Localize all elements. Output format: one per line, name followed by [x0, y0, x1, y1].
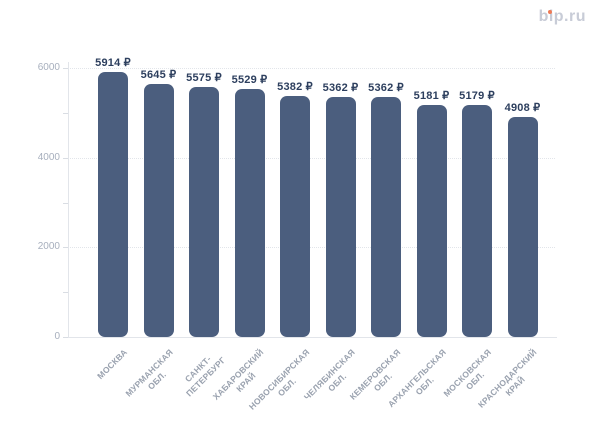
y-axis-tick — [63, 337, 68, 338]
logo-i-dot — [547, 9, 553, 15]
x-axis-line — [68, 337, 557, 338]
gridline — [68, 68, 555, 69]
y-axis-tick — [63, 112, 68, 114]
y-tick-label: 0 — [54, 331, 60, 342]
y-tick-label: 6000 — [37, 62, 60, 73]
bar-value-label: 5575 ₽ — [186, 72, 222, 85]
y-tick-label: 4000 — [37, 151, 60, 163]
bar — [234, 89, 265, 337]
bar — [280, 95, 310, 337]
bar-value-label: 5914 ₽ — [95, 56, 131, 69]
x-category-label: МОСКВА — [95, 347, 130, 381]
gridline — [68, 247, 555, 249]
x-category-label: МУРМАНСКАЯ ОБЛ. — [123, 347, 175, 399]
y-axis-tick — [63, 202, 68, 204]
bar-value-label: 5179 ₽ — [459, 89, 495, 102]
y-axis-tick — [63, 247, 68, 249]
bar — [371, 96, 401, 337]
bar-value-label: 5645 ₽ — [140, 68, 177, 81]
bar — [416, 104, 447, 337]
bar — [507, 116, 538, 337]
bar-value-label: 5382 ₽ — [277, 80, 313, 93]
bar-value-label: 5362 ₽ — [322, 81, 359, 94]
gridline — [68, 157, 555, 159]
bar-value-label: 5181 ₽ — [413, 89, 450, 102]
bar-value-label: 5362 ₽ — [368, 81, 404, 94]
bar — [325, 96, 356, 337]
y-axis-tick — [63, 157, 68, 159]
bar-value-label: 5529 ₽ — [231, 74, 268, 87]
y-axis-tick — [63, 68, 68, 69]
y-axis-line — [68, 62, 69, 338]
y-tick-label: 2000 — [37, 241, 60, 253]
y-axis-tick — [63, 292, 68, 294]
bar — [98, 71, 128, 337]
bar — [189, 87, 219, 337]
bar — [143, 83, 174, 337]
bar-value-label: 4908 ₽ — [504, 101, 541, 114]
bip-ru-logo: bip.ru — [539, 8, 586, 26]
bar — [462, 104, 492, 337]
